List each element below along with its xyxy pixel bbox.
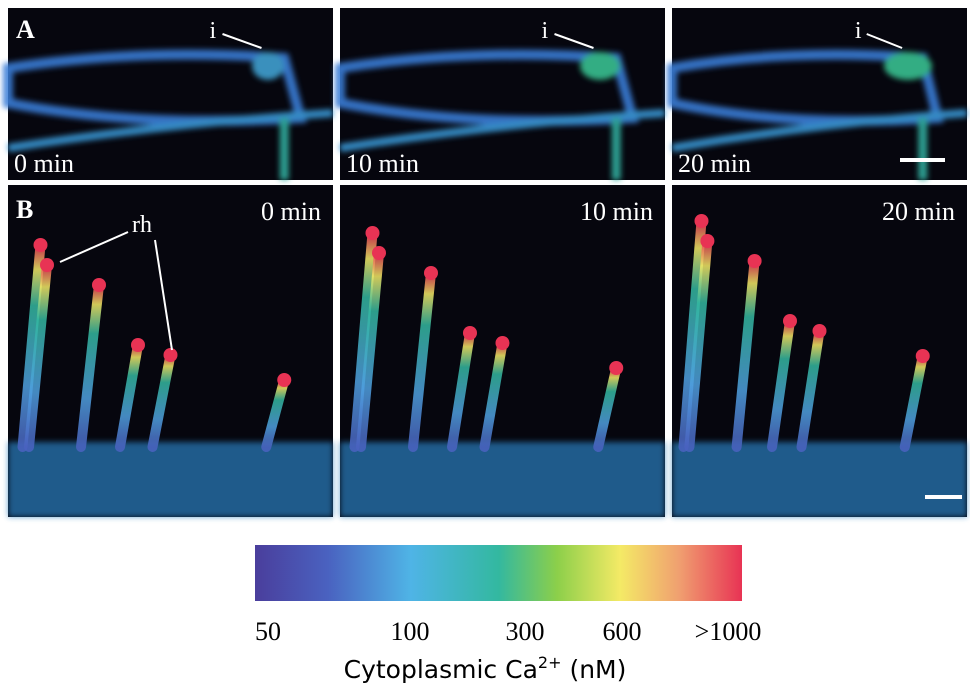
annotation: i	[210, 18, 217, 44]
title-text: (nM)	[562, 655, 627, 684]
root-hair-tip	[92, 278, 106, 292]
root	[340, 442, 665, 517]
root-hair-tip	[277, 373, 291, 387]
title-superscript: 2+	[538, 653, 562, 672]
root-hair-tip	[40, 258, 54, 272]
colorbar-tick: >1000	[695, 617, 762, 646]
figure: 0 min i 10 min i 20 min i A 0 min 10 min 20 min Br…	[0, 0, 970, 688]
root	[8, 442, 333, 517]
colorbar-tick: 50	[255, 617, 281, 646]
annotation: rh	[132, 212, 152, 238]
root-hair-tip	[496, 336, 510, 350]
colorbar	[255, 545, 742, 601]
annotation: i	[855, 18, 862, 44]
root-hair-tip	[813, 324, 827, 338]
root-hair-tip	[609, 361, 623, 375]
root-hair-tip	[748, 254, 762, 268]
title-text: Cytoplasmic Ca	[344, 655, 538, 684]
root-hair-tip	[695, 214, 709, 228]
root-hair-tip	[366, 226, 380, 240]
time-label: 20 min	[678, 149, 751, 178]
infection-site	[252, 52, 284, 80]
infection-site	[580, 52, 620, 80]
root-hair-tip	[783, 314, 797, 328]
annotation: i	[542, 18, 549, 44]
root-hair-tip	[164, 348, 178, 362]
colorbar-tick: 100	[391, 617, 430, 646]
root-hair-tip	[372, 246, 386, 260]
root-hair-tip	[34, 238, 48, 252]
time-label: 0 min	[261, 197, 321, 226]
time-label: 20 min	[882, 197, 955, 226]
colorbar-tick: 300	[506, 617, 545, 646]
root-hair-tip	[916, 349, 930, 363]
panel-label: B	[16, 195, 33, 224]
time-label: 0 min	[14, 149, 74, 178]
root-hair-tip	[424, 266, 438, 280]
root	[672, 442, 967, 517]
root-hair-tip	[700, 234, 714, 248]
infection-site	[884, 52, 932, 80]
colorbar-tick: 600	[603, 617, 642, 646]
time-label: 10 min	[346, 149, 419, 178]
time-label: 10 min	[580, 197, 653, 226]
root-hair-tip	[463, 326, 477, 340]
root-hair-tip	[131, 338, 145, 352]
colorbar-title: Cytoplasmic Ca2+ (nM)	[344, 653, 627, 684]
panel-label: A	[16, 15, 35, 44]
